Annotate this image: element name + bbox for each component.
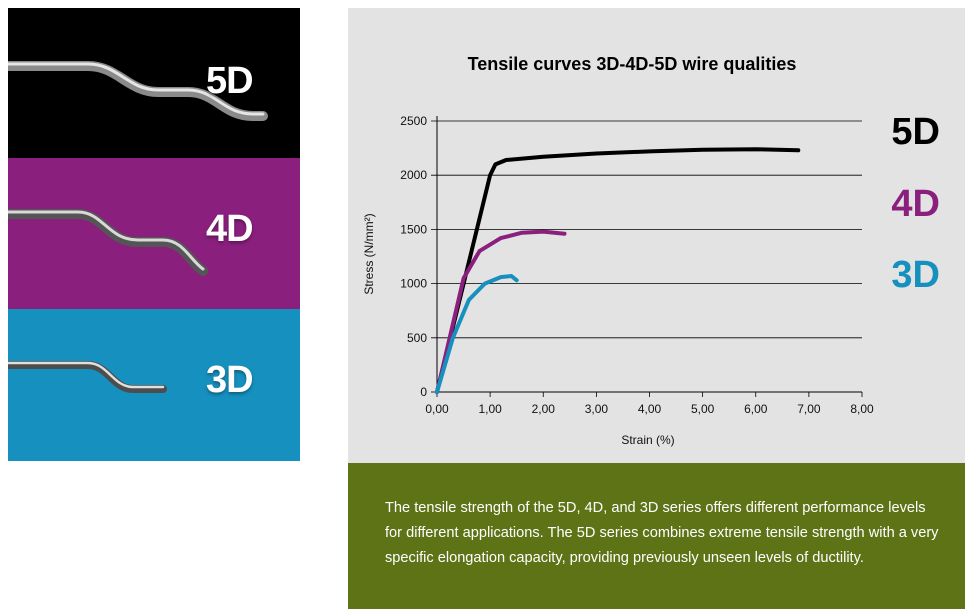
panel-4d: 4D <box>8 158 300 310</box>
panel-5d: 5D <box>8 8 300 160</box>
panel-label-3d: 3D <box>206 359 254 401</box>
panel-label-5d: 5D <box>206 60 254 102</box>
y-tick-label: 1500 <box>400 222 427 236</box>
x-tick-label: 0,00 <box>425 402 449 416</box>
x-tick-label: 4,00 <box>638 402 662 416</box>
series-line-4d <box>435 229 567 394</box>
tensile-chart: Tensile curves 3D-4D-5D wire qualities 0… <box>362 54 940 447</box>
x-tick-label: 1,00 <box>478 402 502 416</box>
y-tick-label: 500 <box>407 331 427 345</box>
caption-text: The tensile strength of the 5D, 4D, and … <box>385 500 939 566</box>
legend-label-4d: 4D <box>891 183 940 225</box>
wire-4d-image <box>8 209 208 276</box>
x-tick-label: 7,00 <box>797 402 821 416</box>
legend-label-3d: 3D <box>891 254 940 296</box>
y-tick-label: 2500 <box>400 114 427 128</box>
y-axis-label: Stress (N/mm²) <box>362 213 376 294</box>
x-tick-label: 3,00 <box>585 402 609 416</box>
y-tick-label: 0 <box>420 385 427 399</box>
legend-label-5d: 5D <box>891 111 940 153</box>
x-tick-label: 5,00 <box>691 402 715 416</box>
wire-5d-image <box>8 61 268 121</box>
y-tick-label: 2000 <box>400 168 427 182</box>
x-tick-label: 8,00 <box>850 402 874 416</box>
x-tick-label: 6,00 <box>744 402 768 416</box>
wire-3d-image <box>8 361 167 393</box>
caption-panel: The tensile strength of the 5D, 4D, and … <box>348 463 965 609</box>
y-tick-label: 1000 <box>400 277 427 291</box>
series-line-3d <box>435 274 519 394</box>
panel-3d: 3D <box>8 309 300 461</box>
panel-label-4d: 4D <box>206 208 254 250</box>
x-axis-label: Strain (%) <box>621 433 674 447</box>
x-tick-label: 2,00 <box>532 402 556 416</box>
series-line-5d <box>435 147 801 394</box>
chart-panel: Tensile curves 3D-4D-5D wire qualities 0… <box>348 8 965 463</box>
chart-title: Tensile curves 3D-4D-5D wire qualities <box>468 54 797 74</box>
